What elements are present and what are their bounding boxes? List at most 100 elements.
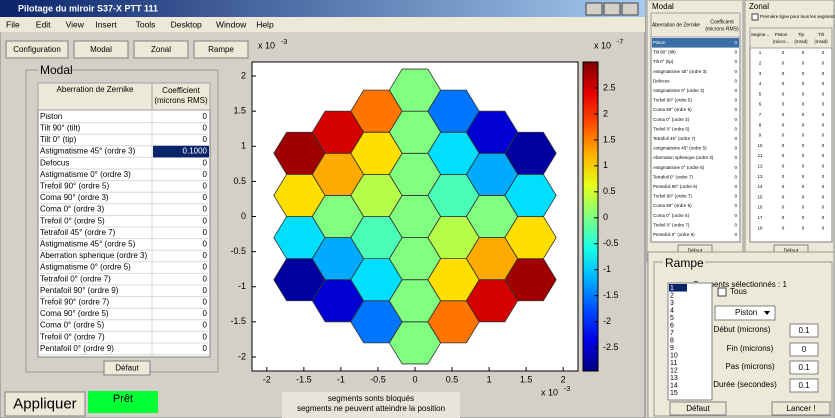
row-value[interactable]: 0 (203, 124, 208, 133)
dropdown-arrow (764, 311, 770, 315)
default-button[interactable] (669, 401, 727, 416)
x-tick-label: 0 (412, 374, 417, 384)
cell: 6 (759, 102, 762, 107)
list-item[interactable]: 9 (670, 345, 674, 352)
list-item[interactable]: 7 (670, 330, 674, 337)
list-item[interactable]: 11 (670, 360, 677, 367)
mirror-segment[interactable] (504, 131, 557, 175)
field-label: Début (microns) (714, 325, 771, 334)
menu-item[interactable]: Desktop (171, 19, 202, 29)
row-value[interactable]: 0 (203, 274, 208, 283)
list-item[interactable]: 4 (670, 307, 674, 314)
list-item[interactable]: 10 (670, 352, 678, 359)
colorbar-tick-label: 2 (603, 108, 608, 118)
field-value[interactable]: 0.1 (798, 381, 810, 390)
tab-button-label[interactable]: Modal (90, 45, 112, 54)
dropdown[interactable] (714, 305, 776, 321)
row-value[interactable]: 0 (203, 158, 208, 167)
field-value[interactable]: 0.1 (798, 326, 810, 335)
menu-item[interactable]: Help (256, 19, 274, 29)
list-item[interactable]: 12 (670, 367, 678, 374)
checkbox[interactable] (751, 13, 759, 21)
list-item[interactable]: 14 (670, 382, 678, 389)
cell: 13 (757, 174, 763, 179)
menu-item[interactable]: Edit (36, 19, 51, 29)
row-value[interactable]: 0 (203, 286, 208, 295)
menu-item[interactable]: Window (216, 19, 247, 29)
row-value[interactable]: 0 (203, 216, 208, 225)
default-button-label[interactable]: Défaut (686, 404, 710, 413)
row-value[interactable]: 0.1000 (183, 147, 208, 156)
menu-item[interactable]: Insert (95, 19, 117, 29)
launch-button-label[interactable]: Lancer ! (787, 404, 816, 413)
window-control[interactable] (621, 2, 639, 16)
tab-button[interactable] (5, 40, 69, 59)
menu-item[interactable]: View (66, 19, 85, 29)
row-name: Astigmatisme 0° (ordre 5) (40, 263, 131, 272)
menu-item[interactable]: Tools (136, 19, 156, 29)
list-item[interactable]: 13 (670, 375, 678, 382)
default-button-label[interactable]: Défaut (784, 248, 799, 254)
row-name: Trefoil 90° (ordre 5) (40, 182, 109, 191)
list-item[interactable]: 5 (670, 315, 674, 322)
list-item[interactable]: 3 (670, 300, 674, 307)
row-value[interactable]: 0 (203, 240, 208, 249)
segment-list[interactable] (667, 282, 713, 401)
tab-button-label[interactable]: Rampe (208, 45, 234, 54)
edit-box[interactable] (789, 360, 819, 375)
list-item[interactable]: 15 (670, 390, 678, 397)
row-name: Trefoil 90° (ordre 7) (653, 194, 692, 199)
list-item[interactable]: 6 (670, 322, 674, 329)
tab-button[interactable] (133, 40, 189, 59)
row-value[interactable]: 0 (203, 309, 208, 318)
row-value[interactable]: 0 (203, 344, 208, 353)
cell: 0 (782, 60, 785, 65)
default-button[interactable] (103, 360, 151, 376)
checkbox[interactable] (717, 287, 727, 297)
row-name: Astigmatisme 45° (ordre 3) (653, 69, 707, 74)
apply-button[interactable] (4, 391, 86, 417)
field-value[interactable]: 0.1 (798, 363, 810, 372)
row-name: Tilt 0° (tip) (40, 135, 77, 144)
list-item[interactable]: 1 (670, 285, 674, 292)
list-item[interactable]: 8 (670, 337, 674, 344)
row-value: 0 (734, 98, 737, 103)
row-value[interactable]: 0 (203, 135, 208, 144)
window-control[interactable] (603, 2, 621, 16)
edit-box[interactable] (789, 342, 819, 357)
row-name: Astigmatisme 0° (ordre 3) (653, 88, 705, 93)
y-scale-exp: -3 (281, 39, 287, 46)
row-name: Defocus (40, 158, 69, 167)
row-value[interactable]: 0 (203, 112, 208, 121)
row-value[interactable]: 0 (203, 321, 208, 330)
row-value[interactable]: 0 (203, 205, 208, 214)
row-value[interactable]: 0 (203, 251, 208, 260)
row-value[interactable]: 0 (203, 182, 208, 191)
edit-box[interactable] (789, 323, 819, 338)
launch-button[interactable] (771, 401, 831, 416)
row-value[interactable]: 0 (203, 170, 208, 179)
column-header: Aberration de Zernike (57, 85, 134, 94)
field-value[interactable]: 0 (802, 345, 807, 354)
tab-button-label[interactable]: Configuration (13, 45, 61, 54)
y-tick-label: -0.5 (230, 246, 246, 256)
panel-title-bg (38, 64, 72, 78)
cell: 0 (822, 102, 825, 107)
row-value[interactable]: 0 (203, 332, 208, 341)
message-box (282, 392, 460, 418)
window-control[interactable] (585, 2, 603, 16)
list-item[interactable]: 2 (670, 292, 674, 299)
y-tick-label: -2 (238, 351, 246, 361)
row-value[interactable]: 0 (203, 228, 208, 237)
default-button-label[interactable]: Défaut (688, 248, 703, 254)
tab-button-label[interactable]: Zonal (151, 45, 171, 54)
row-value[interactable]: 0 (203, 263, 208, 272)
apply-button-label[interactable]: Appliquer (13, 395, 76, 412)
default-button-label[interactable]: Défaut (115, 364, 139, 373)
tab-button[interactable] (193, 40, 249, 59)
row-value[interactable]: 0 (203, 298, 208, 307)
menu-item[interactable]: File (6, 19, 20, 29)
row-value[interactable]: 0 (203, 193, 208, 202)
tab-button[interactable] (73, 40, 129, 59)
edit-box[interactable] (789, 378, 819, 393)
